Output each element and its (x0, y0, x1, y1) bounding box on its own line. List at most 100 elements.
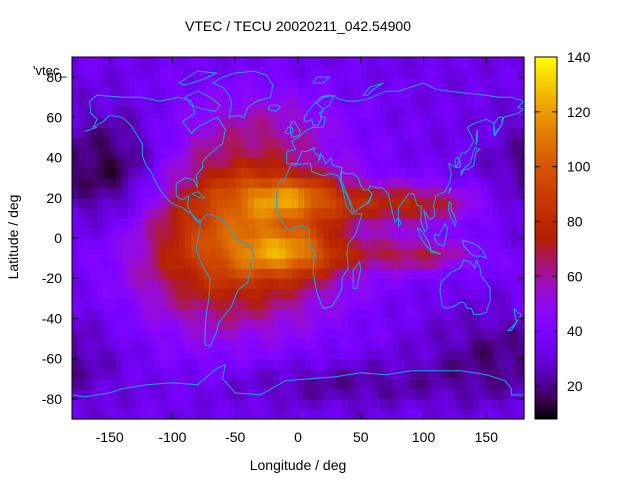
heatmap-cell (203, 187, 211, 199)
heatmap-cell (316, 388, 324, 400)
heatmap-cell (454, 268, 462, 279)
heatmap-cell (505, 127, 513, 139)
heatmap-cell (354, 57, 362, 68)
heatmap-cell (228, 87, 236, 98)
heatmap-cell (511, 137, 519, 149)
heatmap-cell (279, 388, 287, 400)
heatmap-cell (511, 258, 519, 269)
heatmap-cell (109, 167, 117, 179)
heatmap-cell (247, 238, 255, 249)
heatmap-cell (373, 177, 381, 189)
heatmap-cell (197, 187, 205, 199)
heatmap-cell (486, 398, 494, 410)
heatmap-cell (159, 408, 167, 420)
heatmap-cell (72, 147, 79, 159)
heatmap-cell (166, 288, 174, 299)
heatmap-cell (159, 348, 167, 360)
heatmap-cell (335, 107, 343, 118)
heatmap-cell (216, 117, 224, 128)
heatmap-cell (454, 308, 462, 320)
heatmap-cell (279, 238, 287, 249)
heatmap-cell (360, 87, 368, 98)
heatmap-cell (241, 107, 249, 118)
heatmap-cell (141, 157, 148, 169)
heatmap-cell (310, 398, 318, 410)
heatmap-cell (272, 348, 280, 360)
heatmap-cell (185, 117, 192, 128)
heatmap-cell (159, 117, 167, 128)
heatmap-cell (241, 368, 249, 380)
heatmap-cell (172, 207, 180, 219)
heatmap-cell (304, 77, 312, 88)
heatmap-cell (103, 338, 111, 350)
heatmap-cell (185, 328, 192, 340)
heatmap-cell (241, 338, 249, 350)
heatmap-cell (203, 248, 211, 259)
heatmap-cell (141, 308, 148, 320)
heatmap-cell (197, 177, 205, 189)
heatmap-cell (254, 187, 261, 199)
heatmap-cell (298, 258, 305, 269)
heatmap-cell (492, 157, 500, 169)
heatmap-cell (298, 408, 305, 420)
heatmap-cell (436, 378, 443, 390)
heatmap-cell (72, 288, 79, 299)
heatmap-cell (203, 127, 211, 139)
heatmap-cell (304, 217, 312, 229)
heatmap-cell (285, 107, 293, 118)
heatmap-cell (392, 167, 400, 179)
heatmap-cell (511, 298, 519, 309)
heatmap-cell (185, 368, 192, 380)
heatmap-cell (323, 298, 330, 309)
heatmap-cell (122, 77, 130, 88)
coastline-overlay (71, 70, 526, 398)
heatmap-cell (385, 137, 393, 149)
heatmap-cell (210, 127, 217, 139)
heatmap-cell (197, 288, 205, 299)
heatmap-cell (210, 298, 217, 309)
heatmap-cell (247, 338, 255, 350)
heatmap-cell (511, 238, 519, 249)
heatmap-cell (392, 147, 400, 159)
x-tick-label: -100 (158, 429, 186, 445)
heatmap-cell (97, 308, 104, 320)
heatmap-cell (197, 358, 205, 370)
heatmap-cell (115, 107, 123, 118)
heatmap-cell (304, 147, 312, 159)
heatmap-cell (467, 358, 475, 370)
heatmap-cell (348, 318, 356, 330)
heatmap-cell (128, 217, 136, 229)
heatmap-cell (115, 288, 123, 299)
heatmap-cell (166, 328, 174, 340)
heatmap-cell (103, 268, 111, 279)
colorbar-tick-label: 20 (567, 378, 583, 394)
heatmap-cell (473, 197, 481, 209)
heatmap-cell (109, 398, 117, 410)
heatmap-cell (385, 318, 393, 330)
heatmap-cell (115, 378, 123, 390)
heatmap-cell (373, 77, 381, 88)
heatmap-cell (442, 177, 450, 189)
heatmap-cell (461, 408, 469, 420)
heatmap-cell (454, 288, 462, 299)
heatmap-cell (235, 348, 243, 360)
heatmap-cell (448, 127, 456, 139)
heatmap-cell (385, 238, 393, 249)
heatmap-cell (210, 167, 217, 179)
heatmap-cell (141, 298, 148, 309)
heatmap-cell (166, 227, 174, 239)
heatmap-cell (486, 127, 494, 139)
heatmap-cell (291, 328, 299, 340)
heatmap-cell (486, 117, 494, 128)
heatmap-cell (203, 348, 211, 360)
heatmap-cell (348, 147, 356, 159)
heatmap-cell (411, 217, 418, 229)
heatmap-cell (480, 197, 487, 209)
heatmap-cell (197, 318, 205, 330)
heatmap-cell (241, 227, 249, 239)
heatmap-cell (178, 117, 186, 128)
heatmap-cell (128, 167, 136, 179)
heatmap-cell (78, 57, 86, 68)
heatmap-cell (159, 318, 167, 330)
heatmap-cell (341, 358, 349, 370)
